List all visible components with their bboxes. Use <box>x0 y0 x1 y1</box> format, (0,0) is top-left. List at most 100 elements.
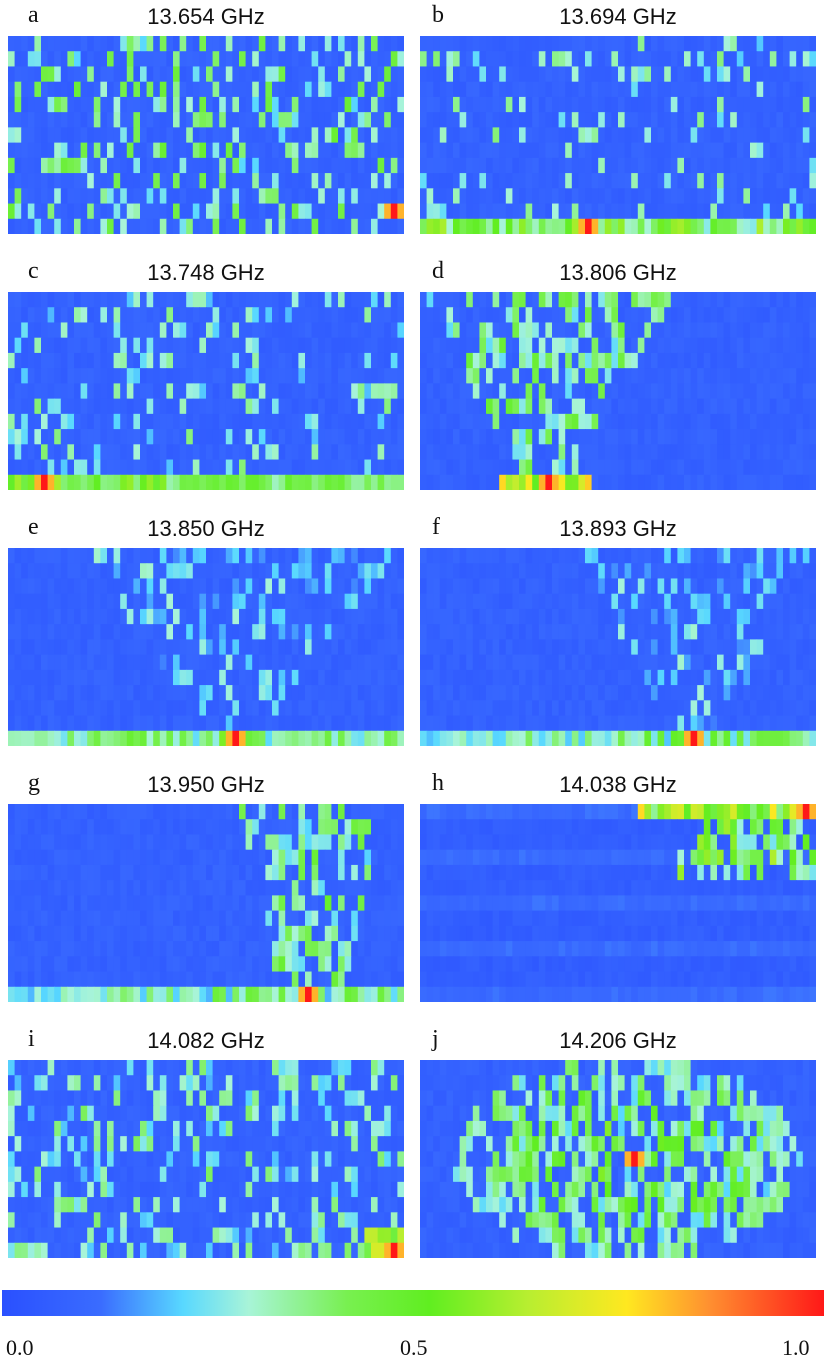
heatmap-cell <box>790 51 797 67</box>
heatmap-cell <box>166 414 173 430</box>
heatmap-cell <box>572 399 579 415</box>
heatmap-cell <box>664 307 671 323</box>
heatmap-cell <box>94 804 101 820</box>
heatmap-cell <box>81 36 88 52</box>
heatmap-cell <box>427 97 434 113</box>
heatmap-cell <box>166 204 173 220</box>
heatmap-cell <box>473 158 480 174</box>
heatmap-cell <box>539 414 546 430</box>
heatmap-cell <box>743 414 750 430</box>
heatmap-cell <box>578 475 585 490</box>
heatmap-cell <box>226 322 233 338</box>
heatmap-cell <box>572 307 579 323</box>
heatmap-cell <box>67 475 74 490</box>
heatmap-cell <box>153 399 160 415</box>
heatmap-cell <box>259 594 266 610</box>
heatmap-cell <box>226 685 233 701</box>
heatmap-cell <box>486 112 493 128</box>
heatmap-cell <box>338 731 345 746</box>
heatmap-cell <box>15 112 22 128</box>
heatmap-cell <box>81 685 88 701</box>
heatmap-cell <box>776 460 783 476</box>
heatmap-cell <box>790 639 797 655</box>
heatmap-cell <box>790 97 797 113</box>
heatmap-cell <box>41 731 48 746</box>
heatmap-cell <box>252 414 259 430</box>
heatmap-cell <box>526 292 533 308</box>
heatmap-cell <box>48 865 55 881</box>
heatmap-cell <box>285 112 292 128</box>
heatmap-cell <box>28 66 35 82</box>
heatmap-cell <box>8 624 15 640</box>
heatmap-cell <box>81 353 88 369</box>
heatmap-cell <box>757 460 764 476</box>
heatmap-cell <box>592 655 599 671</box>
heatmap-cell <box>618 594 625 610</box>
heatmap-cell <box>585 548 592 564</box>
heatmap-cell <box>94 475 101 490</box>
heatmap-cell <box>140 716 147 732</box>
heatmap-cell <box>770 127 777 143</box>
heatmap-cell <box>697 731 704 746</box>
heatmap-cell <box>34 368 41 384</box>
heatmap-cell <box>21 112 28 128</box>
heatmap-cell <box>120 368 127 384</box>
heatmap-cell <box>351 475 358 490</box>
heatmap-cell <box>651 219 658 234</box>
heatmap-cell <box>34 475 41 490</box>
heatmap-cell <box>41 578 48 594</box>
heatmap-cell <box>539 578 546 594</box>
heatmap-cell <box>796 609 803 625</box>
heatmap-cell <box>460 609 467 625</box>
heatmap-cell <box>420 112 427 128</box>
heatmap-cell <box>671 685 678 701</box>
heatmap-cell <box>397 82 404 98</box>
heatmap-cell <box>305 639 312 655</box>
heatmap-cell <box>206 594 213 610</box>
heatmap-cell <box>677 219 684 234</box>
heatmap-cell <box>15 51 22 67</box>
heatmap-cell <box>658 460 665 476</box>
heatmap-cell <box>486 429 493 445</box>
heatmap-cell <box>605 51 612 67</box>
heatmap-cell <box>618 188 625 204</box>
heatmap-cell <box>34 353 41 369</box>
heatmap-cell <box>127 204 134 220</box>
heatmap-cell <box>213 97 220 113</box>
heatmap-cell <box>120 143 127 159</box>
heatmap-cell <box>724 127 731 143</box>
heatmap-cell <box>160 444 167 460</box>
heatmap-cell <box>206 97 213 113</box>
heatmap-cell <box>453 82 460 98</box>
heatmap-cell <box>790 731 797 746</box>
heatmap-cell <box>100 670 107 686</box>
heatmap-cell <box>565 173 572 189</box>
heatmap-cell <box>94 188 101 204</box>
heatmap-cell <box>120 66 127 82</box>
heatmap-cell <box>631 353 638 369</box>
heatmap-cell <box>298 292 305 308</box>
heatmap-cell <box>677 82 684 98</box>
heatmap-cell <box>737 143 744 159</box>
heatmap-cell <box>239 368 246 384</box>
heatmap-cell <box>552 97 559 113</box>
heatmap-cell <box>305 700 312 716</box>
heatmap-cell <box>796 685 803 701</box>
heatmap-cell <box>285 399 292 415</box>
heatmap-cell <box>81 609 88 625</box>
heatmap-cell <box>213 804 220 820</box>
heatmap-cell <box>21 353 28 369</box>
heatmap-cell <box>94 322 101 338</box>
heatmap-cell <box>186 143 193 159</box>
heatmap-cell <box>54 578 61 594</box>
heatmap-cell <box>120 112 127 128</box>
heatmap-cell <box>199 383 206 399</box>
heatmap-cell <box>206 865 213 881</box>
heatmap-cell <box>506 444 513 460</box>
heatmap-cell <box>592 188 599 204</box>
heatmap-cell <box>160 700 167 716</box>
heatmap-cell <box>460 292 467 308</box>
heatmap-cell <box>21 368 28 384</box>
heatmap-cell <box>351 731 358 746</box>
heatmap-cell <box>691 460 698 476</box>
